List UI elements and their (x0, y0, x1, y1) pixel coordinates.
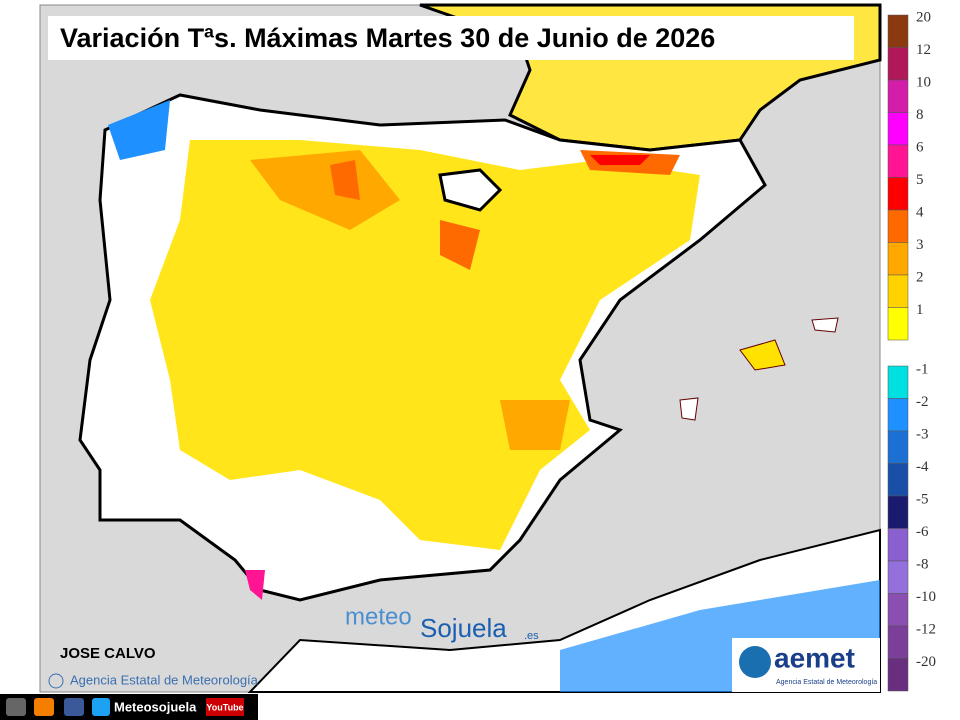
legend-label: 6 (916, 139, 924, 155)
legend-label: 2 (916, 269, 924, 285)
legend-swatch (887, 112, 909, 146)
legend-label: -12 (916, 621, 936, 637)
legend-swatch (887, 79, 909, 113)
legend-label: 8 (916, 107, 924, 123)
legend-swatch (887, 177, 909, 211)
warm-area (150, 140, 700, 550)
legend-label: -4 (916, 459, 929, 475)
logo-icon (739, 646, 771, 678)
island (739, 339, 786, 371)
legend-swatch (887, 144, 909, 178)
warm-area (440, 220, 480, 270)
warm-area (245, 570, 265, 600)
legend-label: 1 (916, 302, 924, 318)
warm-area (590, 155, 650, 165)
title: Variación Tªs. Máximas Martes 30 de Juni… (60, 23, 715, 53)
legend-swatch (887, 242, 909, 276)
watermark: meteo (345, 603, 412, 630)
legend-swatch (887, 495, 909, 529)
warm-area (250, 150, 400, 230)
legend-swatch (887, 14, 909, 48)
legend-swatch (887, 528, 909, 562)
legend-swatch (887, 274, 909, 308)
legend-swatch (887, 560, 909, 594)
legend-label: -3 (916, 426, 929, 442)
legend-label: -1 (916, 361, 929, 377)
legend-label: -6 (916, 524, 929, 540)
watermark: Sojuela (420, 613, 507, 643)
cool-area (108, 100, 170, 160)
legend-swatch (887, 463, 909, 497)
legend-label: 20 (916, 9, 931, 25)
warm-area (500, 400, 570, 450)
legend-label: 3 (916, 237, 924, 253)
legend-label: 12 (916, 42, 931, 58)
legend-label: -2 (916, 394, 929, 410)
legend-label: 5 (916, 172, 924, 188)
legend-swatch (887, 658, 909, 692)
legend: 20 12 10 8 6 5 4 3 2 1 -1 -2 -3 -4 -5 -6 -8 -10 -12 -20 (887, 9, 936, 692)
copyright-icon (48, 673, 64, 689)
icon[interactable] (34, 698, 54, 716)
warm-area (330, 160, 360, 200)
la-rioja (438, 168, 503, 212)
legend-label: 10 (916, 74, 931, 90)
legend-label: -10 (916, 589, 936, 605)
icon[interactable] (6, 698, 26, 716)
icon[interactable] (64, 698, 84, 716)
legend-swatch (887, 625, 909, 659)
legend-swatch (887, 47, 909, 81)
author: JOSE CALVO (60, 645, 156, 662)
legend-label: -5 (916, 491, 929, 507)
legend-label: 4 (916, 204, 924, 220)
youtube-badge[interactable] (206, 698, 244, 716)
legend-swatch (887, 398, 909, 432)
legend-label: -20 (916, 654, 936, 670)
legend-swatch (887, 430, 909, 464)
title-box (48, 16, 854, 60)
watermark: .es (524, 630, 539, 642)
social[interactable]: Meteosojuela (114, 699, 197, 714)
legend-swatch (887, 365, 909, 399)
icon[interactable] (92, 698, 110, 716)
legend-swatch (887, 593, 909, 627)
legend-swatch (887, 209, 909, 243)
legend-label: -8 (916, 556, 929, 572)
legend-swatch (887, 307, 909, 341)
source: Agencia Estatal de Meteorología (70, 672, 259, 687)
logo-subtitle: Agencia Estatal de Meteorología (776, 679, 877, 686)
youtube[interactable]: YouTube (206, 702, 243, 712)
island (811, 317, 839, 333)
island (679, 397, 699, 421)
logo: aemet (774, 642, 855, 673)
